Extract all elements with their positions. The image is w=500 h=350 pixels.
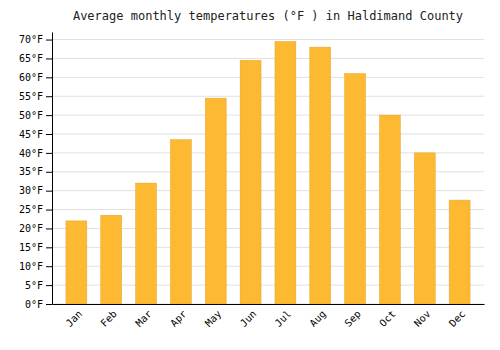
y-tick: 50°F — [19, 110, 52, 121]
y-tick: 0°F — [25, 299, 52, 310]
y-tick-mark — [46, 153, 52, 154]
x-tick: Mar — [133, 308, 154, 329]
plot: Jan Feb Mar Apr May Jun Jul Aug Sep Oct Nov Dec 0°F 5… — [19, 33, 485, 329]
x-tick: Oct — [377, 308, 398, 329]
x-tick-label: Jun — [238, 308, 259, 329]
x-tick-label: Apr — [168, 308, 189, 329]
y-axis: 0°F 5°F 10°F 15°F 20°F 25°F 30°F 35°F 40°F 45°F 50… — [19, 33, 53, 310]
grid-line — [52, 58, 484, 59]
x-tick: Feb — [98, 308, 119, 329]
x-tick-label: Jan — [64, 308, 85, 329]
bar — [66, 221, 87, 304]
y-tick: 60°F — [19, 72, 52, 83]
x-tick-label: Mar — [133, 308, 154, 329]
y-tick: 40°F — [19, 148, 52, 159]
y-tick-mark — [46, 210, 52, 211]
x-tick: Aug — [307, 308, 328, 329]
x-tick-label: Nov — [412, 308, 433, 329]
y-tick-label: 10°F — [19, 261, 43, 272]
chart: Jan Feb Mar Apr May Jun Jul Aug Sep Oct Nov Dec 0°F 5… — [0, 0, 500, 350]
x-tick-label: Aug — [307, 308, 328, 329]
y-tick-mark — [46, 266, 52, 267]
y-tick-mark — [46, 228, 52, 229]
bar — [136, 183, 157, 304]
x-tick-label: Oct — [377, 308, 398, 329]
x-tick: Sep — [342, 308, 363, 329]
bar — [379, 115, 400, 304]
y-tick-mark — [46, 134, 52, 135]
bar — [414, 153, 435, 304]
x-axis-line — [53, 304, 485, 305]
y-tick-mark — [46, 40, 52, 41]
bar — [345, 74, 366, 304]
y-tick-mark — [46, 191, 52, 192]
y-tick: 45°F — [19, 129, 52, 140]
x-tick-label: Feb — [98, 308, 119, 329]
x-axis: Jan Feb Mar Apr May Jun Jul Aug Sep Oct Nov Dec — [53, 305, 485, 329]
x-tick-label: Dec — [447, 308, 468, 329]
x-tick: Jun — [238, 308, 259, 329]
y-tick-mark — [46, 77, 52, 78]
y-tick-label: 25°F — [19, 204, 43, 215]
y-tick: 65°F — [19, 53, 52, 64]
y-tick: 30°F — [19, 185, 52, 196]
grid-line — [52, 115, 484, 116]
x-tick-label: Jul — [273, 308, 294, 329]
y-tick-mark — [46, 115, 52, 116]
x-tick: Jan — [64, 308, 85, 329]
y-tick-label: 65°F — [19, 53, 43, 64]
y-tick-label: 15°F — [19, 242, 43, 253]
x-tick: Dec — [447, 308, 468, 329]
grid-line — [52, 77, 484, 78]
grid-line — [52, 134, 484, 135]
y-tick-mark — [46, 247, 52, 248]
y-tick-label: 30°F — [19, 185, 43, 196]
y-tick: 35°F — [19, 166, 52, 177]
y-tick-label: 55°F — [19, 91, 43, 102]
y-tick: 5°F — [25, 280, 52, 291]
y-tick-label: 50°F — [19, 110, 43, 121]
title: Average monthly temperatures (°F ) in Ha… — [73, 9, 463, 23]
grid — [52, 40, 484, 304]
bar — [101, 215, 122, 304]
x-tick: Apr — [168, 308, 189, 329]
y-tick-mark — [46, 304, 52, 305]
y-tick-label: 20°F — [19, 223, 43, 234]
y-tick-mark — [46, 96, 52, 97]
bar — [240, 60, 261, 304]
x-tick-label: May — [203, 308, 224, 329]
y-tick-label: 35°F — [19, 166, 43, 177]
bar — [310, 47, 331, 304]
grid-line — [52, 39, 484, 40]
y-tick: 55°F — [19, 91, 52, 102]
y-axis-line — [52, 33, 53, 305]
y-tick: 25°F — [19, 204, 52, 215]
y-tick-label: 70°F — [19, 34, 43, 45]
bar — [205, 98, 226, 304]
y-tick-label: 5°F — [25, 280, 43, 291]
x-tick: Nov — [412, 308, 433, 329]
bar — [449, 200, 470, 304]
y-tick-label: 60°F — [19, 72, 43, 83]
bar — [170, 140, 191, 304]
y-tick: 70°F — [19, 34, 52, 45]
y-tick-mark — [46, 285, 52, 286]
y-tick-mark — [46, 172, 52, 173]
y-tick-mark — [46, 58, 52, 59]
x-tick: May — [203, 308, 224, 329]
y-tick: 15°F — [19, 242, 52, 253]
bar — [275, 41, 296, 304]
bars — [66, 41, 470, 304]
x-tick: Jul — [273, 308, 294, 329]
y-tick-label: 0°F — [25, 299, 43, 310]
y-tick-label: 40°F — [19, 148, 43, 159]
y-tick: 20°F — [19, 223, 52, 234]
x-tick-label: Sep — [342, 308, 363, 329]
y-tick-label: 45°F — [19, 129, 43, 140]
y-tick: 10°F — [19, 261, 52, 272]
grid-line — [52, 96, 484, 97]
